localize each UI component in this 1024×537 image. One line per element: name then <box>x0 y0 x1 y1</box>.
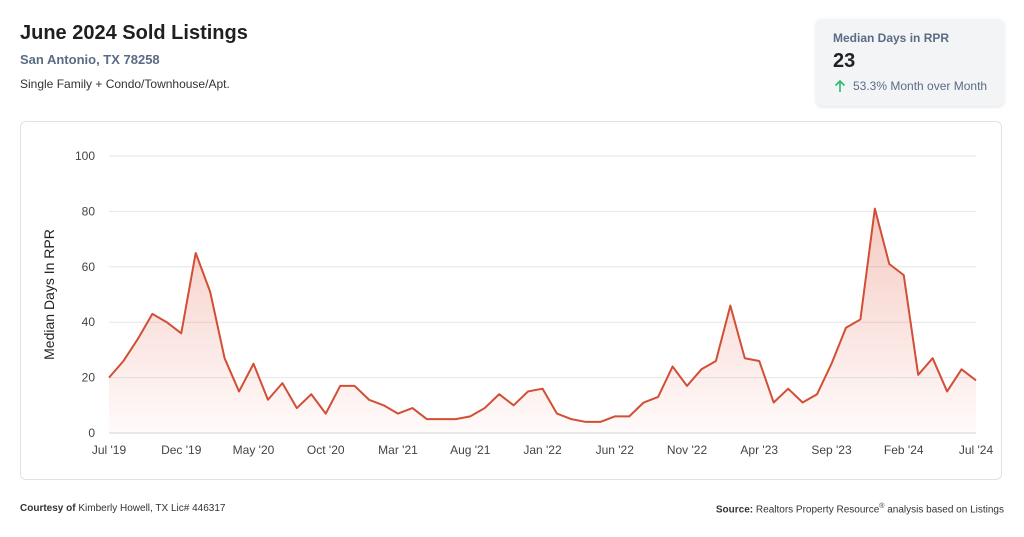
y-tick-label: 80 <box>82 204 96 218</box>
y-tick-label: 40 <box>82 315 96 329</box>
x-tick-label: Oct '20 <box>307 443 345 457</box>
registered-mark: ® <box>879 503 885 510</box>
series-area <box>109 208 976 433</box>
x-tick-label: Jul '24 <box>959 443 994 457</box>
kpi-value: 23 <box>833 50 856 72</box>
y-tick-label: 60 <box>82 260 96 274</box>
y-tick-label: 20 <box>82 371 96 385</box>
x-tick-label: Sep '23 <box>811 443 852 457</box>
courtesy-text: Kimberly Howell, TX Lic# 446317 <box>78 503 226 514</box>
source-footer: Source: Realtors Property Resource® anal… <box>716 503 1004 515</box>
arrow-up-icon <box>833 79 847 93</box>
y-tick-label: 100 <box>75 149 95 163</box>
x-tick-label: Feb '24 <box>884 443 924 457</box>
y-tick-label: 0 <box>88 426 95 440</box>
x-tick-label: Jun '22 <box>596 443 635 457</box>
x-tick-label: Nov '22 <box>667 443 708 457</box>
kpi-label: Median Days in RPR <box>833 31 950 45</box>
courtesy-label: Courtesy of <box>20 503 76 514</box>
x-tick-label: Mar '21 <box>378 443 418 457</box>
kpi-card: Median Days in RPR 23 53.3% Month over M… <box>816 19 1004 106</box>
x-tick-label: Jan '22 <box>523 443 562 457</box>
kpi-change: 53.3% Month over Month <box>833 79 987 93</box>
page-title: June 2024 Sold Listings <box>20 22 248 44</box>
x-tick-label: Dec '19 <box>161 443 202 457</box>
chart-panel: 0 20 40 60 80 100 Jul '19 Dec '19 May '20 Oct '20… <box>20 121 1002 480</box>
source-label: Source: <box>715 504 754 516</box>
median-days-chart: 0 20 40 60 80 100 Jul '19 Dec '19 May '20 Oct '20… <box>41 149 994 457</box>
x-tick-label: Apr '23 <box>740 443 778 457</box>
courtesy-footer: Courtesy of Kimberly Howell, TX Lic# 446… <box>20 503 225 514</box>
x-tick-label: May '20 <box>233 443 275 457</box>
x-tick-label: Aug '21 <box>450 443 491 457</box>
y-axis-label: Median Days In RPR <box>41 229 57 360</box>
series-line <box>108 207 977 423</box>
source-suffix: analysis based on Listings <box>884 504 1004 516</box>
x-tick-label: Jul '19 <box>92 443 127 457</box>
kpi-change-text: 53.3% Month over Month <box>853 79 988 93</box>
source-text: Realtors Property Resource <box>755 504 880 516</box>
property-types-label: Single Family + Condo/Townhouse/Apt. <box>20 77 230 91</box>
location-subtitle: San Antonio, TX 78258 <box>20 52 160 67</box>
